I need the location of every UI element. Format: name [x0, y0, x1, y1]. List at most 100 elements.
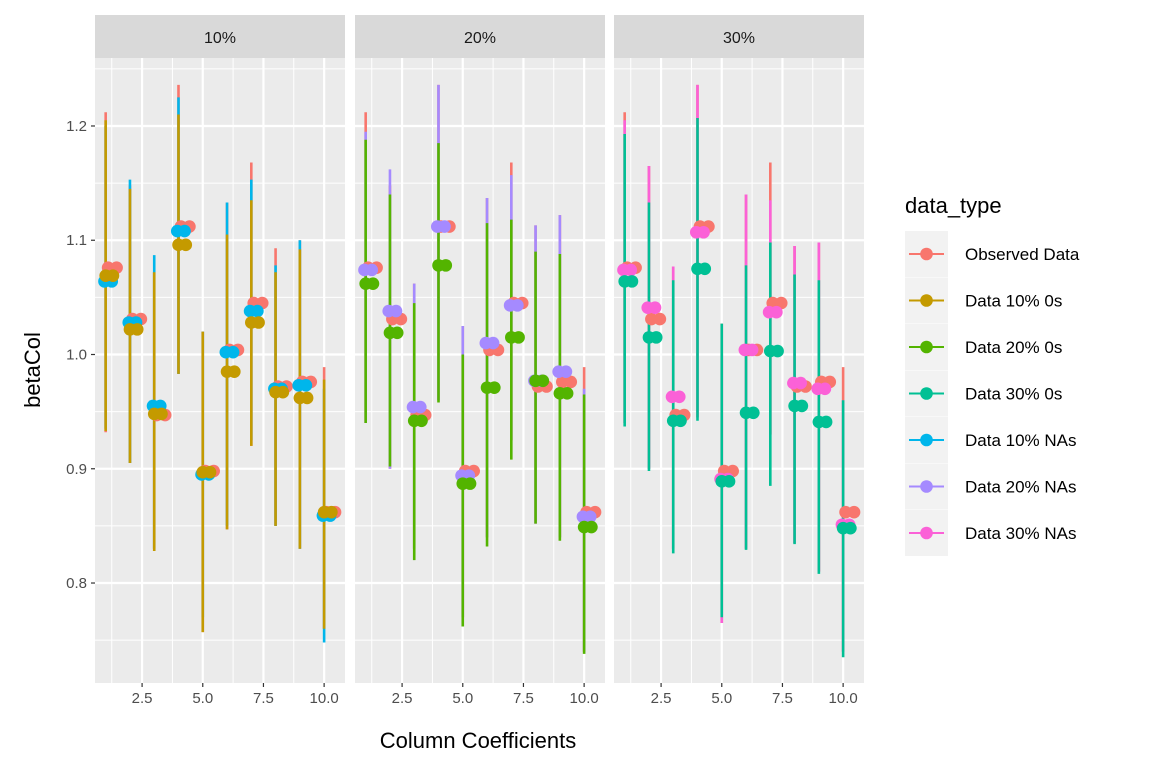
y-axis-title: betaCol [20, 332, 45, 408]
data-point [413, 400, 427, 414]
data-point [559, 365, 573, 378]
legend-item: Data 30% 0s [905, 370, 1062, 417]
data-point [276, 385, 290, 399]
data-point [389, 304, 403, 318]
data-point [155, 407, 168, 421]
legend-point [920, 340, 933, 354]
legend-item: Data 10% 0s [905, 277, 1062, 324]
legend-label: Data 20% NAs [965, 478, 1077, 497]
x-tick-label: 10.0 [310, 690, 339, 707]
data-point [770, 305, 783, 319]
data-point [697, 225, 710, 239]
legend: data_type Observed Data Data 10% 0s Data 2… [905, 193, 1080, 556]
data-point [818, 382, 832, 396]
y-tick-label: 1.1 [66, 232, 87, 249]
data-point [438, 220, 451, 233]
data-point [366, 277, 380, 290]
facet-strip-label: 30% [723, 30, 755, 47]
facet-strip [95, 15, 345, 58]
legend-point [920, 433, 933, 447]
x-tick-label: 5.0 [192, 690, 213, 707]
x-tick-label: 5.0 [452, 690, 473, 707]
data-point [819, 415, 833, 429]
legend-item: Data 20% 0s [905, 324, 1062, 370]
data-point [463, 477, 477, 490]
data-point [226, 345, 240, 359]
data-point [844, 521, 857, 535]
facet-strip [355, 15, 605, 58]
x-tick-label: 10.0 [829, 690, 858, 707]
data-point [251, 304, 264, 318]
legend-item: Observed Data [905, 231, 1080, 277]
data-point [794, 376, 807, 390]
facet-strip-label: 10% [204, 30, 236, 47]
legend-item: Data 20% NAs [905, 463, 1077, 510]
panel-30%: 30% 2.5 5.0 7.5 10.0 [614, 15, 864, 707]
data-point [624, 263, 638, 277]
data-point [698, 262, 712, 276]
data-point [511, 299, 524, 312]
y-tick-label: 1.0 [66, 347, 87, 364]
y-tick-label: 0.9 [66, 461, 87, 478]
data-point [365, 263, 379, 277]
data-point [252, 316, 265, 329]
legend-point [920, 387, 933, 400]
panel-background [95, 58, 345, 683]
data-point [415, 414, 428, 428]
legend-label: Data 30% 0s [965, 385, 1062, 404]
legend-item: Data 10% NAs [905, 417, 1077, 463]
data-point [747, 406, 760, 420]
data-point [325, 505, 338, 519]
data-point [583, 510, 597, 524]
data-point [560, 387, 574, 400]
data-point [536, 374, 550, 388]
data-point [674, 414, 687, 428]
legend-label: Data 30% NAs [965, 524, 1077, 543]
panel-20%: 20% 2.5 5.0 7.5 10.0 [355, 15, 605, 707]
y-tick-label: 0.8 [66, 575, 87, 592]
data-point [648, 301, 662, 314]
facet-strip [614, 15, 864, 58]
y-tick-label: 1.2 [66, 118, 87, 135]
legend-label: Observed Data [965, 245, 1080, 264]
data-point [625, 275, 639, 288]
data-point [203, 465, 217, 479]
panel-10%: 10% 2.5 5.0 7.5 10.0 [95, 15, 345, 707]
legend-point [920, 526, 933, 540]
x-tick-label: 7.5 [772, 690, 793, 707]
data-point [439, 259, 453, 272]
legend-label: Data 10% NAs [965, 431, 1077, 450]
x-tick-label: 5.0 [711, 690, 732, 707]
legend-point [920, 294, 933, 307]
legend-point [920, 247, 933, 261]
data-point [649, 331, 663, 344]
data-point [847, 505, 861, 519]
data-point [488, 381, 501, 394]
data-point [771, 344, 784, 358]
panel-background [614, 58, 864, 683]
data-point [106, 269, 120, 282]
data-point [745, 343, 759, 357]
x-tick-label: 7.5 [253, 690, 274, 707]
data-point [179, 238, 193, 252]
x-tick-label: 7.5 [513, 690, 534, 707]
data-point [178, 224, 191, 238]
data-point [130, 323, 144, 336]
data-point [585, 520, 598, 534]
data-point [795, 399, 809, 413]
x-tick-label: 2.5 [392, 690, 413, 707]
x-axis-title: Column Coefficients [380, 728, 576, 753]
data-point [722, 475, 736, 488]
legend-label: Data 10% 0s [965, 292, 1062, 311]
data-point [300, 391, 314, 405]
data-point [390, 326, 404, 340]
x-tick-label: 2.5 [651, 690, 672, 707]
legend-label: Data 20% 0s [965, 338, 1062, 357]
x-tick-label: 10.0 [570, 690, 599, 707]
legend-title: data_type [905, 193, 1002, 218]
data-point [299, 379, 313, 392]
data-point [486, 336, 500, 350]
data-point [653, 312, 667, 326]
facet-strip-label: 20% [464, 30, 496, 47]
